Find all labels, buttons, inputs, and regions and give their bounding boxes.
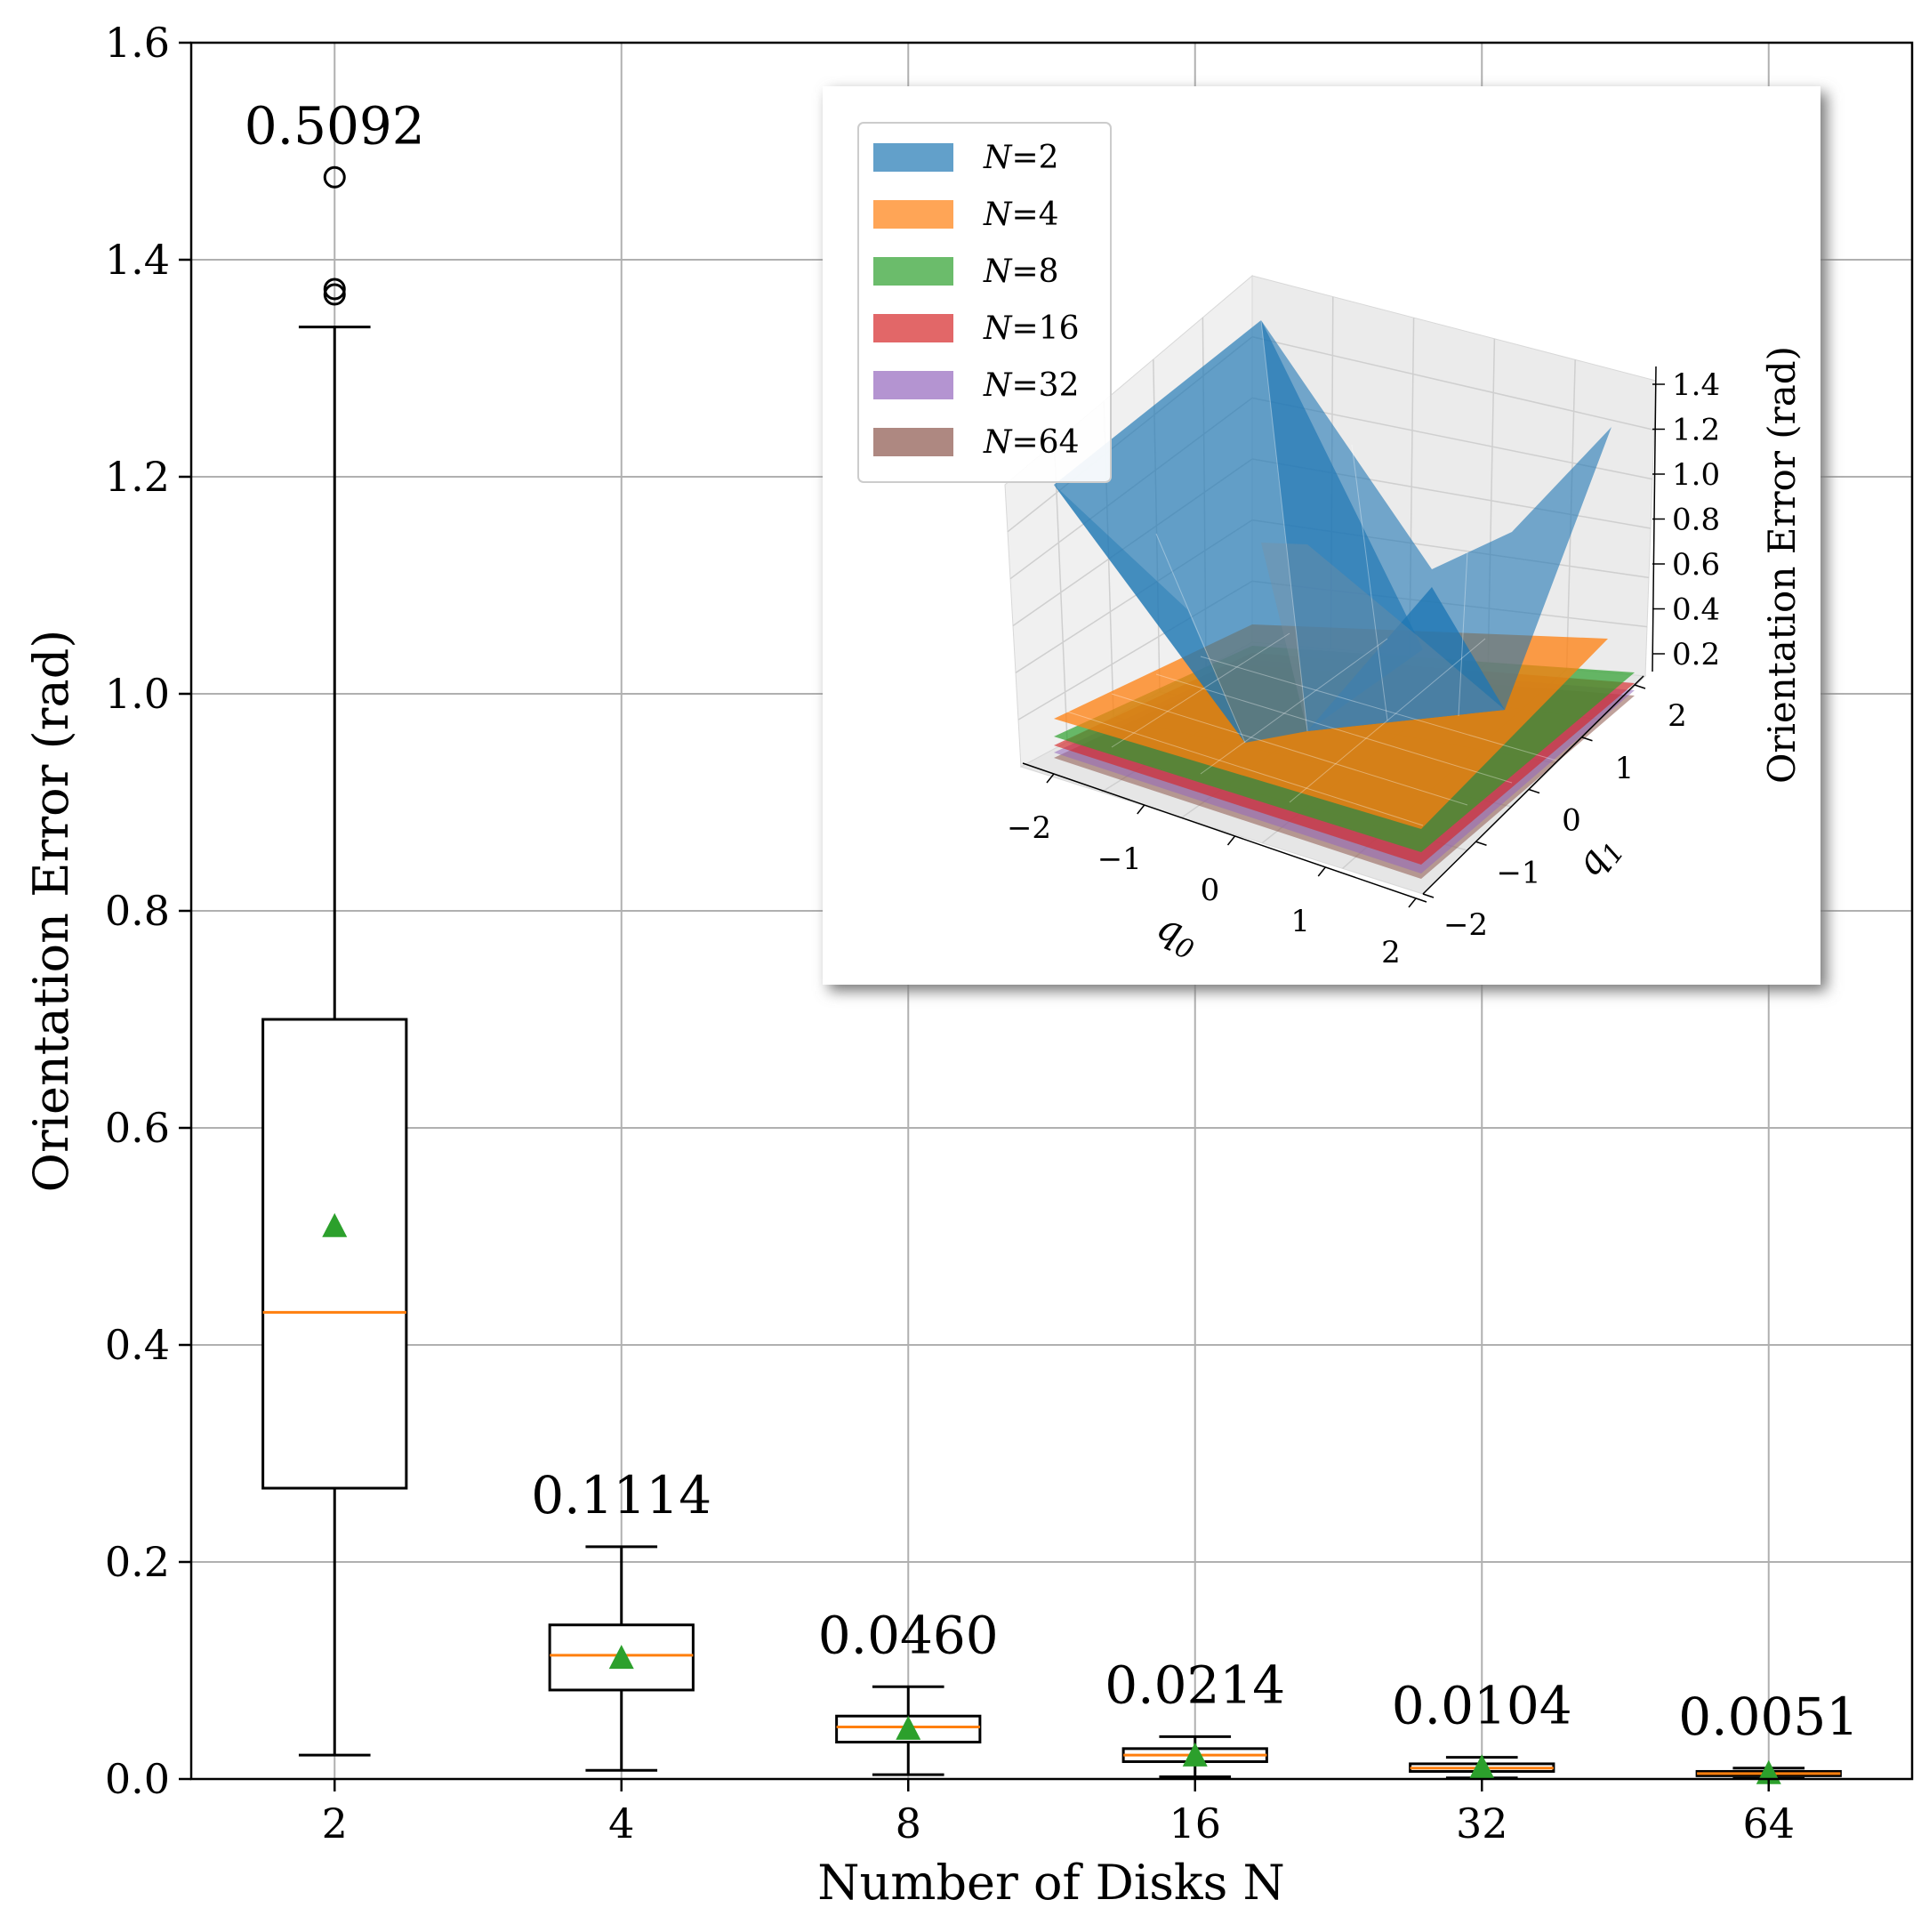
- inset-q1-tick-label: 1: [1615, 751, 1635, 786]
- inset-z-tick-label: 0.4: [1672, 592, 1720, 628]
- inset-q1-tick-mark: [1528, 788, 1540, 794]
- x-tick-label: 4: [608, 1799, 634, 1847]
- surface-n2: [1054, 320, 1612, 743]
- y-tick-label: 1.2: [105, 453, 170, 501]
- inset-wall-gridline: [1053, 442, 1068, 743]
- inset-z-tick-label: 1.4: [1672, 367, 1720, 403]
- inset-q1-tick-label: −2: [1443, 907, 1488, 943]
- inset-z-ticks: 0.2 0.4 0.6 0.8 1.0 1.2 1.4: [1652, 366, 1720, 672]
- outlier-point: [323, 278, 346, 301]
- box-16: [1121, 1735, 1268, 1779]
- legend-swatch-n-8: [873, 257, 953, 286]
- x-axis-label: Number of Disks N: [817, 1855, 1285, 1911]
- inset-q0-tick-mark: [1317, 866, 1326, 877]
- y-tick-label: 1.6: [105, 19, 170, 67]
- inset-q1-tick-mark: [1475, 841, 1487, 846]
- y-tick-label: 0.8: [105, 887, 170, 935]
- legend-label: N=4: [983, 197, 1059, 233]
- y-axis-label: Orientation Error (rad): [23, 630, 79, 1193]
- legend-label: N=64: [983, 424, 1079, 461]
- x-tick-label: 16: [1169, 1799, 1221, 1847]
- legend-swatch-n-4: [873, 200, 953, 229]
- legend-swatch-n-32: [873, 371, 953, 399]
- mean-value-label: 0.0214: [1105, 1654, 1285, 1715]
- legend-swatch-n-2: [873, 143, 953, 172]
- box-4: [548, 1545, 695, 1772]
- inset-q0-tick-label: −2: [1007, 810, 1051, 846]
- surface-wireframe: [1066, 319, 1557, 826]
- inset-q1-tick-label: 0: [1562, 803, 1581, 839]
- inset-q0-tick-mark: [1137, 804, 1145, 815]
- mean-value-label: 0.1114: [531, 1465, 711, 1525]
- mean-value-label: 0.0051: [1678, 1686, 1859, 1747]
- box-iqr: [261, 1018, 408, 1490]
- inset-q0-tick-label: −1: [1097, 841, 1142, 877]
- y-ticks: 0.0 0.2 0.4 0.6 0.8 1.0 1.2 1.4 1.6: [105, 19, 191, 1803]
- inset-q0-tick-label: 0: [1201, 873, 1220, 908]
- x-tick-label: 2: [322, 1799, 348, 1847]
- inset-q0-tick-label: 1: [1290, 904, 1310, 939]
- inset-z-label: Orientation Error (rad): [1760, 346, 1804, 784]
- inset-q1-axis-line: [1422, 675, 1644, 895]
- inset-z-tick-label: 1.2: [1672, 413, 1720, 448]
- y-tick-label: 0.6: [105, 1104, 170, 1152]
- mean-value-label: 0.0460: [818, 1605, 999, 1665]
- legend-label: N=2: [983, 140, 1059, 176]
- inset-z-tick-label: 0.8: [1672, 503, 1720, 538]
- x-tick-label: 8: [896, 1799, 921, 1847]
- inset-q0-ticks: −2 −1 0 1 2: [1007, 762, 1427, 970]
- legend-label: N=16: [983, 310, 1079, 347]
- y-tick-label: 1.4: [105, 236, 170, 284]
- inset-q0-axis-line: [1022, 762, 1427, 903]
- box-32: [1409, 1754, 1555, 1780]
- inset-z-tick-label: 0.2: [1672, 637, 1720, 672]
- inset-z-tick-label: 1.0: [1672, 457, 1720, 493]
- inset-q1-tick-label: 2: [1668, 698, 1687, 734]
- legend-swatch-n-64: [873, 428, 953, 456]
- inset-q0-tick-label: 2: [1381, 935, 1401, 970]
- mean-value-label: 0.5092: [245, 95, 425, 156]
- mean-labels: 0.5092 0.1114 0.0460 0.0214 0.0104 0.0051: [245, 95, 1859, 1747]
- y-tick-label: 0.4: [105, 1321, 170, 1369]
- mean-marker: [322, 1212, 348, 1237]
- box-2: [261, 165, 408, 1757]
- inset-q1-tick-mark: [1634, 684, 1646, 689]
- x-tick-label: 32: [1456, 1799, 1508, 1847]
- inset-q1-tick-mark: [1422, 893, 1435, 898]
- mean-marker: [896, 1715, 921, 1740]
- x-ticks: 2 4 8 16 32 64: [322, 1779, 1795, 1847]
- box-8: [835, 1685, 982, 1776]
- x-tick-label: 64: [1742, 1799, 1795, 1847]
- legend-swatch-n-16: [873, 314, 953, 342]
- mean-marker: [1469, 1754, 1495, 1779]
- inset-legend: N=2 N=4 N=8 N=16 N=32 N=64: [857, 122, 1112, 483]
- legend-label: N=32: [983, 367, 1079, 404]
- inset-wall-gridline: [1251, 335, 1655, 431]
- outlier-point: [323, 283, 346, 306]
- legend-label: N=8: [983, 254, 1059, 290]
- box-series: [261, 165, 1842, 1784]
- inset-q1-tick-mark: [1581, 737, 1593, 742]
- inset-q0-tick-mark: [1046, 773, 1055, 784]
- mean-marker: [608, 1645, 634, 1670]
- y-tick-label: 0.0: [105, 1755, 170, 1803]
- inset-q0-tick-mark: [1408, 898, 1417, 908]
- outlier-point: [323, 165, 346, 189]
- y-tick-label: 1.0: [105, 670, 170, 718]
- inset-q1-ticks: −2−1 012: [1422, 675, 1687, 943]
- inset-q0-tick-mark: [1226, 835, 1236, 846]
- mean-value-label: 0.0104: [1392, 1676, 1572, 1736]
- y-tick-label: 0.2: [105, 1538, 170, 1586]
- inset-q1-tick-label: −1: [1496, 855, 1540, 890]
- mean-marker: [1182, 1742, 1208, 1767]
- inset-z-tick-label: 0.6: [1672, 547, 1720, 583]
